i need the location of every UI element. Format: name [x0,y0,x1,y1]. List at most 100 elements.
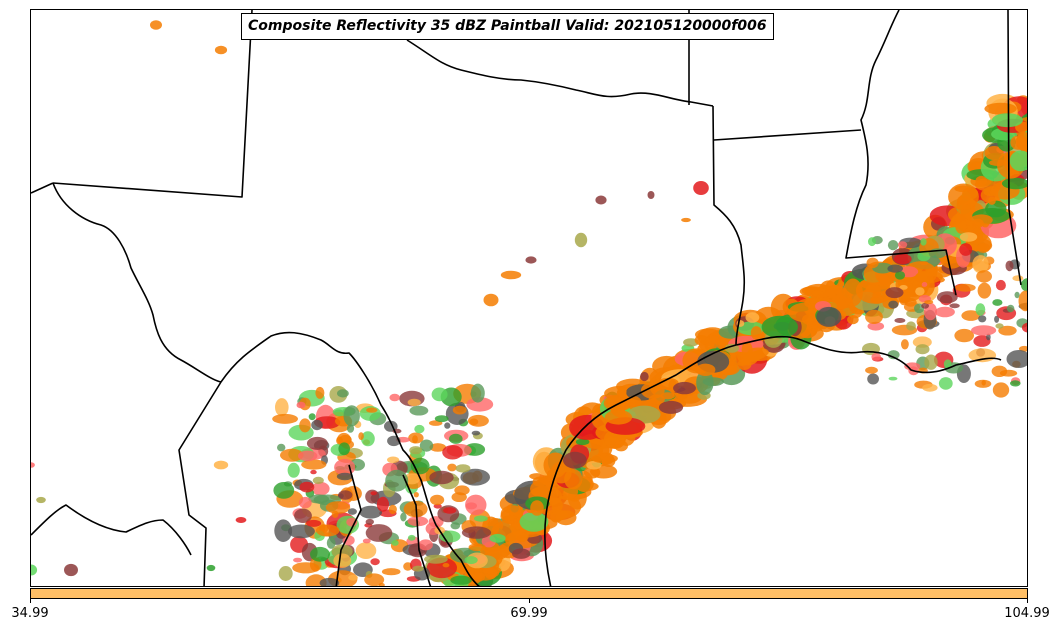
reflectivity-blob [348,574,358,581]
reflectivity-blob [1006,304,1015,313]
reflectivity-blob [984,102,1017,115]
reflectivity-blob [1012,275,1024,282]
reflectivity-blob [408,432,424,444]
reflectivity-blob [443,507,457,514]
reflectivity-blob [921,282,928,287]
reflectivity-blob [298,496,312,509]
reflectivity-blob [677,391,702,404]
reflectivity-blob [924,354,938,370]
reflectivity-blob [455,464,471,473]
reflectivity-blob [298,450,318,462]
reflectivity-blob [409,446,423,455]
reflectivity-blob [885,287,904,299]
reflectivity-blob [1014,291,1020,299]
reflectivity-blob [847,315,859,325]
reflectivity-blob [442,445,463,460]
reflectivity-blob [976,270,992,283]
reflectivity-blob [370,558,380,566]
colorbar-tick-label-max: 104.99 [1004,606,1050,621]
reflectivity-blob [312,476,324,484]
reflectivity-blob [364,573,385,586]
reflectivity-blob [968,348,997,363]
ms-al-border [1007,10,1022,286]
reflectivity-blob [992,299,1003,306]
reflectivity-blob [365,524,393,542]
reflectivity-blob [595,195,607,205]
reflectivity-blob [530,500,544,516]
reflectivity-blob [811,290,824,298]
reflectivity-blob [972,255,989,274]
reflectivity-blob [995,323,1004,329]
reflectivity-blob [921,302,929,309]
reflectivity-blob [299,481,315,493]
reflectivity-blob [31,564,38,576]
reflectivity-blob [1005,260,1014,272]
reflectivity-blob [333,553,352,568]
reflectivity-blob [272,413,298,424]
reflectivity-blob [308,413,316,421]
reflectivity-blob [894,318,906,323]
reflectivity-blob [681,217,691,223]
reflectivity-blob [899,298,908,306]
reflectivity-blob [657,377,679,389]
reflectivity-blob [361,431,375,447]
reflectivity-blob [489,533,506,543]
reflectivity-blob [919,261,929,266]
reflectivity-blob [434,415,449,423]
reflectivity-blob [640,371,649,382]
colorbar-tick-label-mid: 69.99 [510,606,548,621]
reflectivity-blob [400,512,407,522]
mexico-west-border [31,504,192,556]
reflectivity-blob [362,538,371,544]
reflectivity-blob [901,339,909,350]
reflectivity-blob [1020,278,1027,292]
reflectivity-blob [745,312,760,323]
reflectivity-blob [949,303,960,309]
reflectivity-blob [342,535,355,546]
reflectivity-blob [994,315,1000,323]
reflectivity-blob [359,505,383,519]
reflectivity-blob [325,501,351,514]
political-boundaries [31,10,1022,586]
reflectivity-blob [894,271,906,280]
reflectivity-blob [470,383,485,403]
reflectivity-blob [36,496,46,504]
reflectivity-blob [311,481,330,496]
reflectivity-blob [466,397,494,412]
reflectivity-blob [583,466,601,479]
reflectivity-blob [419,439,434,452]
reflectivity-blob [483,293,499,307]
reflectivity-blob [336,472,353,481]
reflectivity-blob [1027,124,1028,141]
reflectivity-blob [995,279,1006,291]
reflectivity-blob [1016,132,1027,152]
reflectivity-blob [454,485,470,496]
reflectivity-blob [449,433,463,444]
reflectivity-blob [358,432,364,440]
reflectivity-blob [893,253,912,265]
reflectivity-blob [865,366,878,374]
reflectivity-blob [452,405,467,415]
reflectivity-blob [601,455,616,467]
reflectivity-blob [310,469,317,475]
tx-la-border [712,105,746,346]
reflectivity-blob [430,494,445,506]
reflectivity-blob [693,181,709,195]
reflectivity-blob [206,564,216,572]
reflectivity-blob [920,238,927,246]
reflectivity-blob [278,566,293,581]
reflectivity-blob [694,335,709,346]
reflectivity-blob [465,494,487,516]
reflectivity-blob [293,557,303,563]
reflectivity-blob [867,373,879,385]
reflectivity-blob [294,508,312,523]
reflectivity-blob [936,291,958,304]
reflectivity-blob [917,250,931,262]
reflectivity-blob [948,183,979,210]
reflectivity-blob [418,539,433,551]
reflectivity-blob [887,350,900,360]
reflectivity-blob [1009,150,1027,172]
reflectivity-blob [981,380,986,386]
reflectivity-blob [915,287,925,296]
reflectivity-blob [978,315,987,323]
